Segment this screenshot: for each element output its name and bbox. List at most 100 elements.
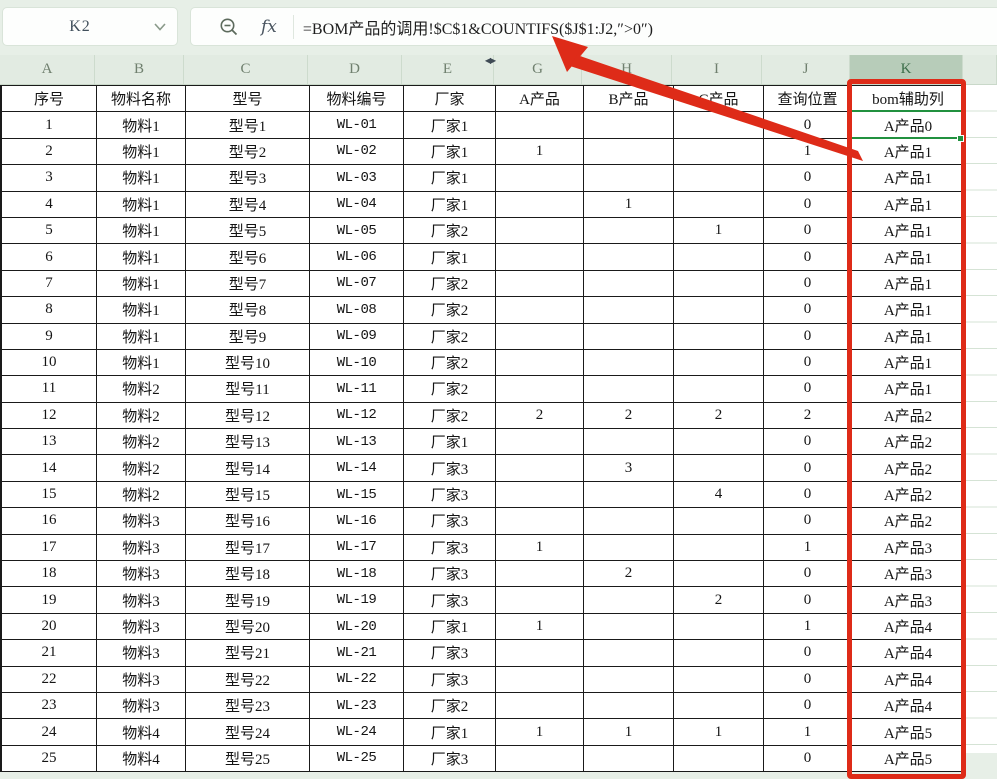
cell-r14c8[interactable]: 0 xyxy=(764,455,852,482)
cell-r20c5[interactable]: 1 xyxy=(496,613,584,641)
cell-r8c3[interactable]: WL-08 xyxy=(310,297,404,324)
cell-r5c2[interactable]: 型号5 xyxy=(186,217,310,245)
cell-r15c2[interactable]: 型号15 xyxy=(186,481,310,509)
cell-r14c4[interactable]: 厂家3 xyxy=(404,455,496,482)
cell-r22c8[interactable]: 0 xyxy=(764,666,852,693)
cell-r17c9[interactable]: A产品3 xyxy=(852,534,965,562)
cell-r11c4[interactable]: 厂家2 xyxy=(404,376,496,403)
cell-r25c5[interactable] xyxy=(496,745,584,773)
cell-r1c0[interactable]: 1 xyxy=(2,112,97,139)
cell-r25c2[interactable]: 型号25 xyxy=(186,745,310,773)
cell-r1c1[interactable]: 物料1 xyxy=(97,112,186,139)
cell-r3c3[interactable]: WL-03 xyxy=(310,165,404,192)
cell-r3c9[interactable]: A产品1 xyxy=(852,165,965,192)
column-header-K[interactable]: K xyxy=(850,55,963,84)
cell-r23c7[interactable] xyxy=(674,692,764,720)
cell-r16c4[interactable]: 厂家3 xyxy=(404,508,496,535)
cell-r2c3[interactable]: WL-02 xyxy=(310,138,404,166)
cell-r5c4[interactable]: 厂家2 xyxy=(404,217,496,245)
chevron-down-icon[interactable] xyxy=(143,22,177,31)
cell-r7c4[interactable]: 厂家2 xyxy=(404,270,496,298)
table-header-cell[interactable]: 物料编号 xyxy=(310,86,404,113)
cell-r11c7[interactable] xyxy=(674,376,764,403)
cell-r18c0[interactable]: 18 xyxy=(2,561,97,588)
cell-r21c9[interactable]: A产品4 xyxy=(852,640,965,667)
table-header-cell[interactable]: C产品 xyxy=(674,86,764,113)
cell-r14c2[interactable]: 型号14 xyxy=(186,455,310,482)
cell-r13c4[interactable]: 厂家1 xyxy=(404,429,496,456)
cell-r2c0[interactable]: 2 xyxy=(2,138,97,166)
cell-r20c8[interactable]: 1 xyxy=(764,613,852,641)
cell-r12c8[interactable]: 2 xyxy=(764,402,852,430)
cell-r21c3[interactable]: WL-21 xyxy=(310,640,404,667)
table-header-cell[interactable]: 查询位置 xyxy=(764,86,852,113)
cell-r25c1[interactable]: 物料4 xyxy=(97,745,186,773)
cell-r23c2[interactable]: 型号23 xyxy=(186,692,310,720)
cell-r20c3[interactable]: WL-20 xyxy=(310,613,404,641)
cell-r22c9[interactable]: A产品4 xyxy=(852,666,965,693)
cell-r23c4[interactable]: 厂家2 xyxy=(404,692,496,720)
cell-r15c5[interactable] xyxy=(496,481,584,509)
cell-r6c0[interactable]: 6 xyxy=(2,244,97,271)
cell-r9c1[interactable]: 物料1 xyxy=(97,323,186,350)
cell-r6c1[interactable]: 物料1 xyxy=(97,244,186,271)
cell-r7c0[interactable]: 7 xyxy=(2,270,97,298)
cell-r1c7[interactable] xyxy=(674,112,764,139)
column-header-G[interactable]: G xyxy=(494,55,582,84)
cell-r24c3[interactable]: WL-24 xyxy=(310,719,404,746)
cell-r16c0[interactable]: 16 xyxy=(2,508,97,535)
cell-r14c9[interactable]: A产品2 xyxy=(852,455,965,482)
cell-r1c6[interactable] xyxy=(584,112,674,139)
cell-r5c0[interactable]: 5 xyxy=(2,217,97,245)
cell-r6c2[interactable]: 型号6 xyxy=(186,244,310,271)
cell-r1c8[interactable]: 0 xyxy=(764,112,852,139)
cell-r4c1[interactable]: 物料1 xyxy=(97,191,186,218)
cell-r13c7[interactable] xyxy=(674,429,764,456)
cell-r2c6[interactable] xyxy=(584,138,674,166)
cell-r24c2[interactable]: 型号24 xyxy=(186,719,310,746)
cell-r9c3[interactable]: WL-09 xyxy=(310,323,404,350)
cell-r23c3[interactable]: WL-23 xyxy=(310,692,404,720)
cell-r12c6[interactable]: 2 xyxy=(584,402,674,430)
cell-r20c2[interactable]: 型号20 xyxy=(186,613,310,641)
cell-r16c3[interactable]: WL-16 xyxy=(310,508,404,535)
cell-r1c5[interactable] xyxy=(496,112,584,139)
cell-r14c3[interactable]: WL-14 xyxy=(310,455,404,482)
column-header-H[interactable]: H xyxy=(582,55,672,84)
cell-r8c2[interactable]: 型号8 xyxy=(186,297,310,324)
cell-r13c9[interactable]: A产品2 xyxy=(852,429,965,456)
cell-r7c7[interactable] xyxy=(674,270,764,298)
cell-r24c1[interactable]: 物料4 xyxy=(97,719,186,746)
cell-r6c6[interactable] xyxy=(584,244,674,271)
cell-r19c6[interactable] xyxy=(584,587,674,614)
cell-r13c3[interactable]: WL-13 xyxy=(310,429,404,456)
cell-r3c4[interactable]: 厂家1 xyxy=(404,165,496,192)
table-header-cell[interactable]: 序号 xyxy=(2,86,97,113)
cell-r21c1[interactable]: 物料3 xyxy=(97,640,186,667)
cell-r23c8[interactable]: 0 xyxy=(764,692,852,720)
cell-r3c2[interactable]: 型号3 xyxy=(186,165,310,192)
cell-r6c5[interactable] xyxy=(496,244,584,271)
cell-r23c0[interactable]: 23 xyxy=(2,692,97,720)
cell-r2c8[interactable]: 1 xyxy=(764,138,852,166)
cell-r16c8[interactable]: 0 xyxy=(764,508,852,535)
cell-r11c2[interactable]: 型号11 xyxy=(186,376,310,403)
cell-r19c7[interactable]: 2 xyxy=(674,587,764,614)
cell-r8c1[interactable]: 物料1 xyxy=(97,297,186,324)
cell-r5c7[interactable]: 1 xyxy=(674,217,764,245)
cell-r21c0[interactable]: 21 xyxy=(2,640,97,667)
empty-column-l-area[interactable] xyxy=(963,85,997,753)
cell-r9c7[interactable] xyxy=(674,323,764,350)
cell-r6c7[interactable] xyxy=(674,244,764,271)
cell-r17c7[interactable] xyxy=(674,534,764,562)
cell-r7c9[interactable]: A产品1 xyxy=(852,270,965,298)
cell-r5c3[interactable]: WL-05 xyxy=(310,217,404,245)
cell-r10c3[interactable]: WL-10 xyxy=(310,349,404,377)
table-header-cell[interactable]: bom辅助列 xyxy=(852,86,965,113)
cell-r24c8[interactable]: 1 xyxy=(764,719,852,746)
cell-r14c0[interactable]: 14 xyxy=(2,455,97,482)
column-header-l[interactable] xyxy=(963,55,997,84)
cell-r2c9[interactable]: A产品1 xyxy=(852,138,965,166)
cell-r7c1[interactable]: 物料1 xyxy=(97,270,186,298)
cell-r2c5[interactable]: 1 xyxy=(496,138,584,166)
